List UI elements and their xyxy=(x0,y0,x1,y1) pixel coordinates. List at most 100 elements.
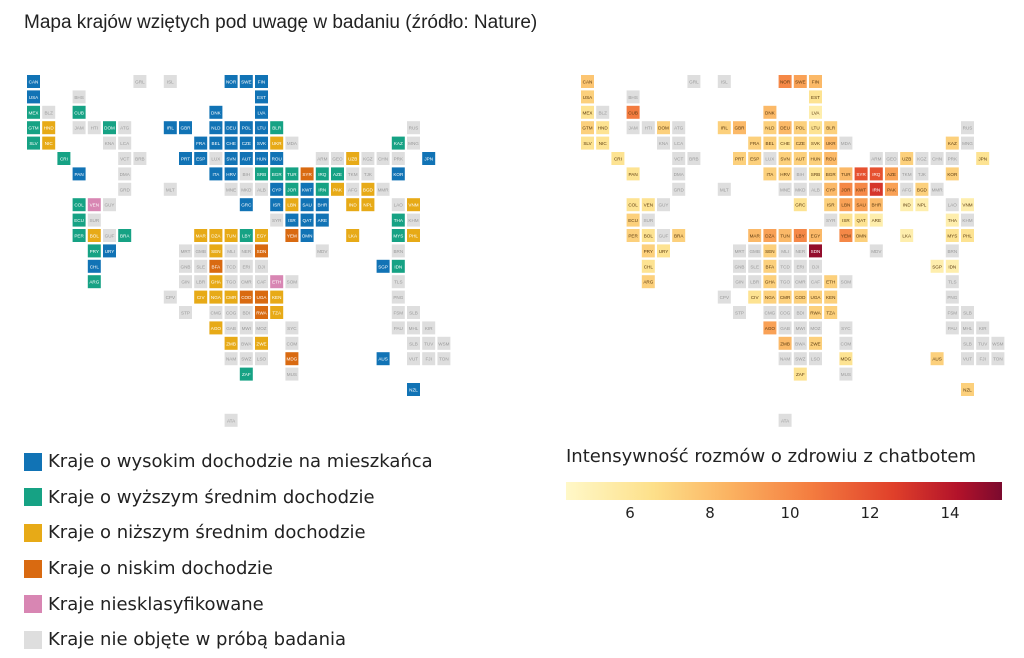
country-tile-bhs xyxy=(626,90,640,104)
country-tile-cmr xyxy=(778,290,792,304)
country-tile-kna xyxy=(657,136,670,150)
country-code-ind: IND xyxy=(349,203,358,208)
country-tile-tur xyxy=(839,167,853,181)
country-tile-gha xyxy=(763,275,777,289)
country-code-brb: BRB xyxy=(689,157,698,162)
country-code-eth: ETH xyxy=(272,280,281,285)
country-code-bwa: BWA xyxy=(795,341,806,346)
country-tile-ita xyxy=(209,167,223,181)
country-code-aze: AZE xyxy=(887,172,896,177)
country-tile-mne xyxy=(224,182,238,196)
country-tile-irn xyxy=(869,182,883,196)
country-tile-fin xyxy=(255,75,268,88)
country-tile-alb xyxy=(255,182,268,196)
country-code-guy: GUY xyxy=(659,203,669,208)
country-tile-ind xyxy=(346,198,360,212)
country-code-lux: LUX xyxy=(765,157,774,162)
country-tile-pan xyxy=(72,167,86,181)
country-code-uga: UGA xyxy=(811,295,822,300)
country-code-cog: COG xyxy=(780,311,791,316)
country-code-bra: BRA xyxy=(120,234,130,239)
country-code-moz: MOZ xyxy=(256,326,266,331)
country-code-kir: KIR xyxy=(979,326,987,331)
country-code-sen: SEN xyxy=(211,249,220,254)
country-tile-gnb xyxy=(733,259,746,273)
country-code-vct: VCT xyxy=(120,157,129,162)
country-code-nld: NLD xyxy=(765,126,775,131)
country-tile-lso xyxy=(255,352,268,366)
country-tile-bel xyxy=(763,136,777,150)
country-code-tza: TZA xyxy=(826,311,836,316)
country-tile-ton xyxy=(437,352,451,366)
country-tile-slb xyxy=(961,336,974,350)
country-code-idn: IDN xyxy=(394,264,402,269)
country-tile-isr xyxy=(839,213,853,227)
country-tile-rus xyxy=(407,121,420,135)
country-tile-guy xyxy=(103,198,116,212)
country-tile-tza xyxy=(824,306,838,319)
country-tile-ken xyxy=(270,290,284,304)
country-code-dji: DJI xyxy=(812,264,819,269)
country-code-svk: SVK xyxy=(811,141,821,146)
country-tile-che xyxy=(778,136,792,150)
country-tile-lux xyxy=(763,152,777,165)
country-tile-per xyxy=(626,229,640,242)
country-code-can: CAN xyxy=(29,80,39,85)
country-tile-hnd xyxy=(596,121,610,135)
country-tile-rus xyxy=(961,121,974,135)
country-code-gha: GHA xyxy=(211,280,222,285)
country-code-che: CHE xyxy=(226,141,236,146)
country-tile-isl xyxy=(163,75,177,88)
country-code-syc: SYC xyxy=(841,326,851,331)
country-tile-slb xyxy=(407,306,420,319)
country-code-geo: GEO xyxy=(886,157,897,162)
country-code-gnb: GNB xyxy=(735,264,745,269)
country-tile-syr xyxy=(300,167,314,181)
country-tile-swe xyxy=(793,75,807,88)
country-code-bgd: BGD xyxy=(917,187,928,192)
country-code-gtm: GTM xyxy=(28,126,38,131)
country-tile-lka xyxy=(346,229,360,242)
country-code-tur: TUR xyxy=(841,172,851,177)
country-tile-bra xyxy=(118,229,132,242)
country-code-mmr: MMR xyxy=(378,187,390,192)
country-code-zwe: ZWE xyxy=(810,341,820,346)
country-tile-uzb xyxy=(900,152,914,165)
country-tile-cod xyxy=(239,290,253,304)
country-tile-nga xyxy=(209,290,223,304)
country-code-civ: CIV xyxy=(197,295,206,300)
country-tile-uga xyxy=(809,290,822,304)
country-code-mkd: MKD xyxy=(795,187,806,192)
country-code-cri: CRI xyxy=(60,157,68,162)
country-tile-ecu xyxy=(626,213,640,227)
country-tile-lka xyxy=(900,229,914,242)
country-code-nam: NAM xyxy=(780,357,790,362)
country-code-lby: LBY xyxy=(242,234,251,239)
country-code-dnk: DNK xyxy=(211,110,222,115)
country-tile-mne xyxy=(778,182,792,196)
country-tile-slb xyxy=(407,336,420,350)
country-code-grc: GRC xyxy=(795,203,806,208)
country-tile-aze xyxy=(331,167,344,181)
color-scale-bar xyxy=(566,482,1002,500)
country-code-com: COM xyxy=(287,341,298,346)
country-tile-vut xyxy=(961,352,974,366)
country-code-arm: ARM xyxy=(871,157,881,162)
country-tile-are xyxy=(315,213,329,227)
country-tile-mkd xyxy=(793,182,807,196)
country-tile-per xyxy=(72,229,86,242)
country-code-sle: SLE xyxy=(750,264,759,269)
country-code-caf: CAF xyxy=(257,280,266,285)
country-code-bfa: BFA xyxy=(212,264,222,269)
country-code-can: CAN xyxy=(583,80,593,85)
country-code-nam: NAM xyxy=(226,357,236,362)
country-code-nga: NGA xyxy=(765,295,776,300)
country-tile-geo xyxy=(885,152,898,165)
country-tile-mlt xyxy=(163,182,177,196)
country-tile-pry xyxy=(87,244,101,258)
country-code-sur: SUR xyxy=(643,218,653,223)
country-tile-pol xyxy=(239,121,253,135)
country-tile-gin xyxy=(179,275,192,289)
country-tile-jor xyxy=(839,182,853,196)
country-code-bol: BOL xyxy=(644,234,654,239)
